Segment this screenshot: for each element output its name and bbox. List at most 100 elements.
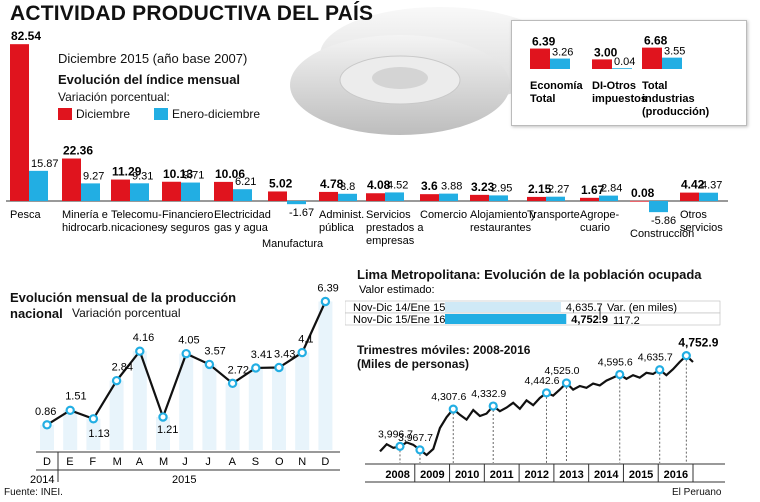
summary-label-dec: 3.00 xyxy=(594,45,618,59)
page-subtitle: Diciembre 2015 (año base 2007) xyxy=(58,51,248,66)
data-label-ytd: 4.37 xyxy=(701,180,722,192)
data-label-ytd: 2.27 xyxy=(548,184,569,196)
data-point xyxy=(655,365,665,375)
bar-ytd xyxy=(439,193,458,201)
summary-bar-ytd xyxy=(612,68,632,69)
trimestres-chart-title: Trimestres móviles: 2008-2016 (Miles de … xyxy=(357,343,530,371)
summary-box: 6.39 3.26 Economía Total 3.00 0.04 DI-Otros imp… xyxy=(511,20,747,126)
year-tick: 2013 xyxy=(559,469,583,481)
point-label: 0.86 xyxy=(35,406,56,418)
value-column xyxy=(40,424,54,450)
summary-chart: 6.393.26EconomíaTotal3.000.04DI-Otrosimp… xyxy=(530,34,710,118)
lima-category-label: Nov-Dic 14/Ene 15 xyxy=(353,302,445,314)
category-label: Financiero xyxy=(162,209,213,221)
category-label: Administ. xyxy=(319,209,364,221)
summary-label-ytd: 3.26 xyxy=(552,47,573,59)
category-label: hidrocarb. xyxy=(62,222,111,234)
data-label-ytd: 3.8 xyxy=(340,181,355,193)
month-tick: F xyxy=(89,456,96,468)
data-point xyxy=(204,359,215,370)
category-label: Comercio xyxy=(420,209,467,221)
summary-bar-dec xyxy=(592,59,612,69)
data-label-ytd: 4.52 xyxy=(387,179,408,191)
bar-ytd xyxy=(130,183,149,201)
bar-ytd xyxy=(338,193,357,201)
summary-category-label: Total xyxy=(530,93,555,105)
gears-illustration xyxy=(290,7,530,135)
category-label: Manufactura xyxy=(262,238,324,250)
summary-label-ytd: 3.55 xyxy=(664,46,685,58)
data-point xyxy=(488,401,498,411)
bar-dec xyxy=(214,181,233,201)
legend-caption: Variación porcentual: xyxy=(58,90,170,104)
summary-category-label: (producción) xyxy=(642,106,710,118)
lima-chart-title: Lima Metropolitana: Evolución de la pobl… xyxy=(357,267,702,282)
data-label-dec: 11.29 xyxy=(112,165,142,179)
bar-ytd xyxy=(699,192,718,201)
point-label: 3.57 xyxy=(204,345,225,357)
data-point xyxy=(395,441,405,451)
year-tick: 2015 xyxy=(629,469,653,481)
month-tick: J xyxy=(205,456,211,468)
annotation-label: 4,595.6 xyxy=(598,357,633,369)
summary-category-label: DI-Otros xyxy=(592,80,636,92)
year-tick: 2010 xyxy=(455,469,479,481)
category-label: Electricidad xyxy=(214,209,271,221)
data-label-dec: 0.08 xyxy=(631,186,655,200)
data-point xyxy=(541,388,552,398)
var-caption: Var. (en miles) xyxy=(607,302,677,314)
bar-ytd xyxy=(181,182,200,201)
point-label: 3.43 xyxy=(274,349,295,361)
bar-ytd xyxy=(233,189,252,201)
monthly-chart-subtitle: Variación porcentual xyxy=(72,306,181,320)
data-label-dec: 2.15 xyxy=(528,182,552,196)
month-tick: O xyxy=(275,456,284,468)
year-tick: 2012 xyxy=(525,469,549,481)
data-label-dec: 4.08 xyxy=(367,178,391,192)
lima-bar xyxy=(445,302,561,312)
data-point xyxy=(158,412,168,422)
point-label: 2.72 xyxy=(228,364,249,376)
trimestres-title-text: Trimestres móviles: 2008-2016 xyxy=(357,343,531,357)
value-column xyxy=(132,351,147,450)
population-line xyxy=(379,354,694,457)
annotation-label: 4,635.7 xyxy=(638,352,673,364)
data-point xyxy=(227,378,238,389)
summary-bar-dec xyxy=(530,48,550,69)
point-label: 2.84 xyxy=(112,362,133,374)
data-label-dec: 22.36 xyxy=(63,144,93,158)
data-point xyxy=(42,420,52,430)
point-label: 4.05 xyxy=(178,335,199,347)
data-point xyxy=(561,378,572,388)
month-tick: J xyxy=(182,456,188,468)
year-tick: 2015 xyxy=(172,474,196,485)
year-tick: 2014 xyxy=(594,469,619,481)
data-label-ytd: 2.95 xyxy=(491,182,512,194)
index-chart-title: Evolución del índice mensual xyxy=(58,72,241,87)
summary-category-label: industrias xyxy=(642,93,695,105)
value-column xyxy=(225,383,240,450)
month-tick: D xyxy=(321,456,329,468)
category-label: Telecomu- xyxy=(111,209,162,221)
point-label: 4.1 xyxy=(298,334,313,346)
month-tick: N xyxy=(298,456,306,468)
month-tick: A xyxy=(229,456,237,468)
legend-label-dec: Diciembre xyxy=(76,107,131,121)
bar-dec xyxy=(111,179,130,201)
data-label-ytd: 6.21 xyxy=(235,176,256,188)
category-label: cuario xyxy=(580,222,610,234)
data-point xyxy=(681,351,691,361)
value-column xyxy=(156,417,170,450)
lima-value-label: 4,635.7 xyxy=(566,302,603,314)
bar-dec xyxy=(162,181,181,201)
month-tick: D xyxy=(43,456,51,468)
month-tick: E xyxy=(66,456,73,468)
summary-label-ytd: 0.04 xyxy=(614,56,635,68)
data-label-dec: 3.23 xyxy=(471,180,495,194)
point-label: 1.13 xyxy=(88,428,109,440)
data-label-dec: 1.67 xyxy=(581,183,605,197)
data-point xyxy=(65,405,75,416)
lima-bar xyxy=(445,314,567,324)
annotation-label: 4,307.6 xyxy=(431,391,466,403)
data-point xyxy=(181,348,191,359)
